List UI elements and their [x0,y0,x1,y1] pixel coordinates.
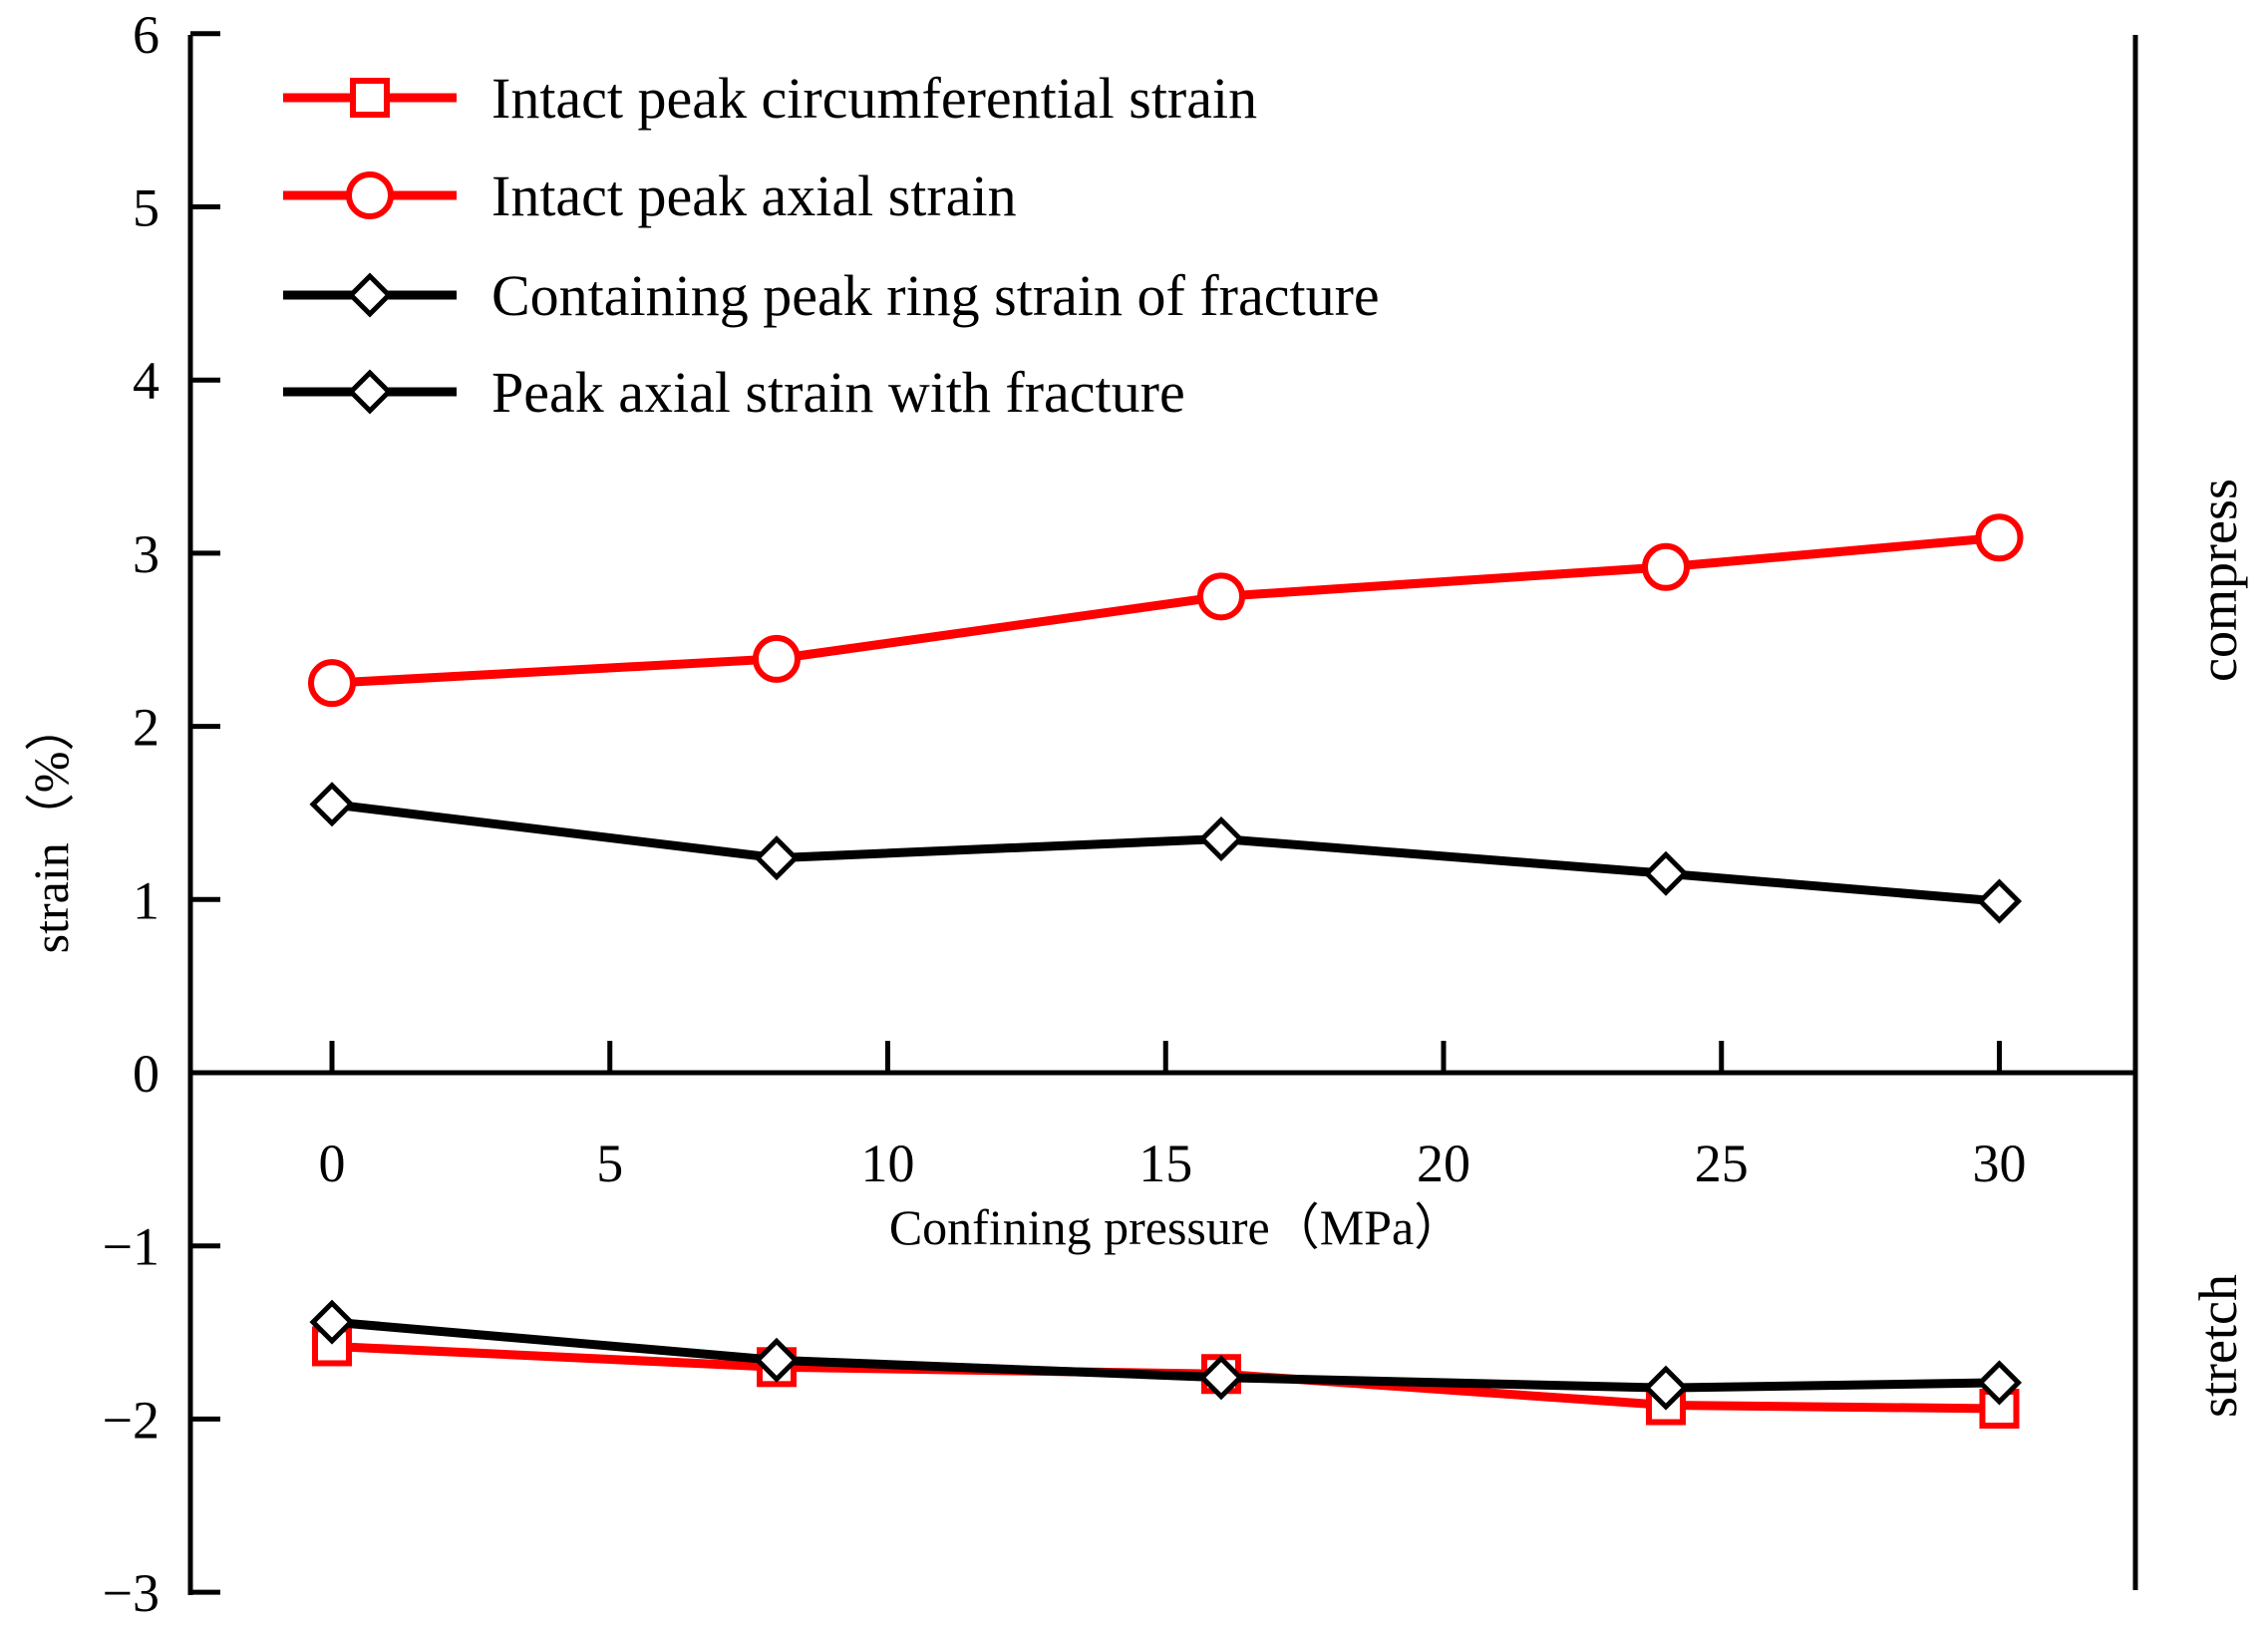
x-ticks: 0 5 10 15 20 25 30 [319,1041,2027,1193]
x-tick-label: 15 [1138,1134,1192,1193]
legend: Intact peak circumferential strain Intact… [283,66,1380,425]
legend-label: Intact peak axial strain [491,163,1017,228]
data-point-diamond [309,782,355,827]
series-1 [308,513,2024,708]
legend-entry: Peak axial strain with fracture [283,360,1185,425]
x-axis-title: Confining pressure（MPa） [889,1199,1463,1255]
legend-marker [347,369,393,415]
legend-entry: Intact peak axial strain [283,163,1017,228]
x-tick-label: 25 [1695,1134,1749,1193]
y-tick-label: 6 [133,5,160,65]
legend-marker [350,78,390,118]
data-point-diamond [1643,1365,1689,1411]
y-tick-label: −1 [103,1217,160,1277]
data-point-circle [1642,542,1690,591]
data-point-circle [753,634,801,683]
data-point-circle [308,659,356,708]
compress-label: compress [2188,479,2248,682]
axes [187,35,2138,1595]
series-2 [309,1299,2023,1411]
data-point-circle [1975,513,2024,562]
x-tick-label: 5 [596,1134,623,1193]
data-point-diamond [754,835,800,881]
legend-label: Containing peak ring strain of fracture [491,263,1380,328]
data-point-diamond [754,1337,800,1383]
y-tick-label: 1 [133,870,160,930]
series-3 [309,782,2023,924]
y-axis-title: strain（%） [23,702,79,954]
data-point-circle [1197,572,1245,621]
y-tick-label: 2 [133,698,160,758]
series-line [331,532,2000,688]
legend-label: Peak axial strain with fracture [491,360,1185,425]
series [308,513,2024,1429]
x-tick-label: 20 [1417,1134,1470,1193]
y-tick-label: 4 [133,351,160,411]
legend-label: Intact peak circumferential strain [491,66,1257,131]
y-tick-label: 0 [133,1044,160,1104]
x-tick-label: 10 [861,1134,915,1193]
series-line [331,800,2000,906]
y-ticks: 6 5 4 3 2 1 0 −1 −2 −3 [103,5,220,1623]
y-tick-label: −3 [103,1563,160,1623]
legend-marker [347,272,393,318]
legend-marker [346,171,394,219]
data-point-diamond [1198,1355,1244,1401]
data-point-diamond [1643,850,1689,896]
data-point-diamond [1976,878,2023,924]
legend-entry: Containing peak ring strain of fracture [283,263,1380,328]
x-tick-label: 0 [319,1134,346,1193]
data-point-diamond [1198,815,1244,862]
legend-entry: Intact peak circumferential strain [283,66,1257,131]
data-point-diamond [1976,1360,2023,1406]
y-tick-label: 5 [133,178,160,238]
y-tick-label: −2 [103,1390,160,1450]
x-tick-label: 30 [1973,1134,2027,1193]
data-point-diamond [309,1299,355,1345]
y-tick-label: 3 [133,524,160,584]
stretch-label: stretch [2188,1274,2248,1418]
